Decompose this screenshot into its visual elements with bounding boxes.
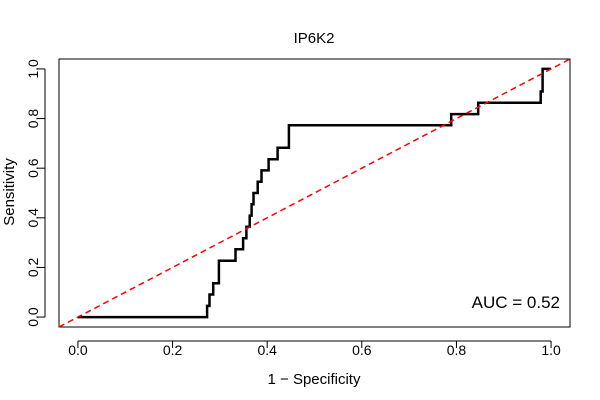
chart-title: IP6K2: [294, 30, 335, 47]
y-tick-label-3: 0.6: [25, 158, 41, 178]
x-tick-label-1: 0.2: [163, 342, 183, 358]
y-tick-label-4: 0.8: [25, 109, 41, 129]
y-axis-label: Sensitivity: [1, 158, 18, 226]
x-axis-label: 1 − Specificity: [268, 371, 361, 388]
x-tick-label-0: 0.0: [68, 342, 88, 358]
x-tick-label-5: 1.0: [541, 342, 561, 358]
y-tick-label-2: 0.4: [25, 208, 41, 228]
roc-curve-line: [77, 67, 552, 319]
x-tick-label-2: 0.4: [257, 342, 277, 358]
plot-frame: [58, 58, 571, 328]
y-tick-label-5: 1.0: [25, 59, 41, 79]
y-tick-label-0: 0.0: [25, 307, 41, 327]
x-tick-label-4: 0.8: [447, 342, 467, 358]
y-tick-label-1: 0.2: [25, 258, 41, 278]
auc-annotation: AUC = 0.52: [472, 293, 560, 312]
x-tick-label-3: 0.6: [352, 342, 372, 358]
plot-area: 0.0 0.2 0.4 0.6 0.8 1.0 0.0 0.2 0.4 0.6 0.8 1.0: [25, 58, 571, 358]
reference-diagonal-line: [58, 58, 571, 328]
